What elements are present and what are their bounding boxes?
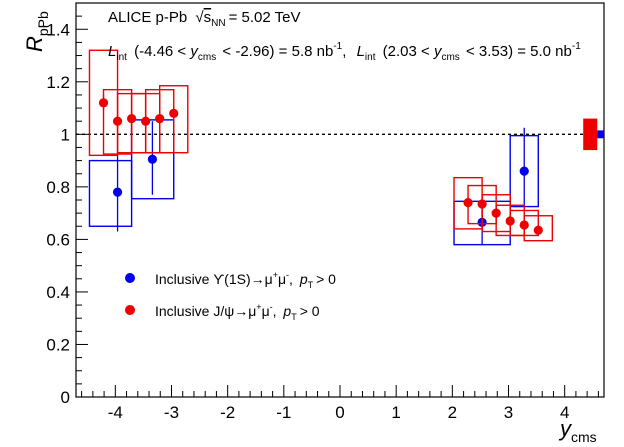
sys-box-upsilon-0: [88, 159, 133, 227]
sys-box-upsilon-1: [130, 119, 175, 200]
legend-label-upsilon: Inclusive ϒ(1S)→μ+μ-, pT > 0: [155, 270, 336, 290]
y-tick-label: 1.4: [46, 20, 70, 39]
legend-label-jpsi: Inclusive J/ψ→μ+μ-, pT > 0: [155, 302, 320, 322]
axes-layer: 0 0.2 0.4 0.6 0.8 1 1.2 1.4 -4 -3 -2 -1 0 1 2 3 4: [46, 2, 599, 422]
x-tick-label: -2: [220, 403, 235, 422]
x-axis-title: ycms: [558, 416, 597, 445]
legend-marker-jpsi: [125, 305, 135, 315]
y-axis-title: RpPb: [22, 11, 51, 52]
header-line-1: ALICE p-Pb √sNN = 5.02 TeV: [108, 9, 300, 29]
x-tick-label: 0: [335, 403, 344, 422]
x-tick-label: -1: [276, 403, 291, 422]
point-jpsi-5: [169, 108, 179, 118]
y-tick-label: 1: [61, 125, 70, 144]
y-tick-label: 0.2: [46, 335, 70, 354]
global-uncertainty-upsilon: [597, 130, 604, 139]
x-tick-label: 1: [391, 403, 400, 422]
y-tick-label: 0: [61, 388, 70, 407]
point-upsilon-3: [519, 166, 529, 176]
x-tick-label: 3: [504, 403, 513, 422]
y-tick-label: 0.4: [46, 283, 70, 302]
y-tick-label: 1.2: [46, 73, 70, 92]
point-jpsi-11: [533, 225, 543, 235]
y-tick-label: 0.6: [46, 230, 70, 249]
header-line-2: Lint (-4.46 < ycms < -2.96) = 5.8 nb-1, …: [108, 41, 581, 64]
y-tick-label: 0.8: [46, 178, 70, 197]
data-marks-layer: [88, 49, 604, 246]
sys-box-jpsi-11: [523, 215, 554, 242]
point-upsilon-1: [147, 154, 157, 164]
legend: Inclusive ϒ(1S)→μ+μ-, pT > 0 Inclusive J/…: [125, 270, 336, 322]
point-upsilon-0: [112, 187, 123, 197]
x-tick-label: -3: [164, 403, 179, 422]
sys-box-jpsi-5: [158, 85, 189, 154]
x-tick-label: 4: [560, 403, 569, 422]
x-tick-label: -4: [108, 403, 123, 422]
global-uncertainty-jpsi: [583, 118, 598, 151]
legend-marker-upsilon: [125, 273, 135, 283]
x-tick-label: 2: [448, 403, 457, 422]
